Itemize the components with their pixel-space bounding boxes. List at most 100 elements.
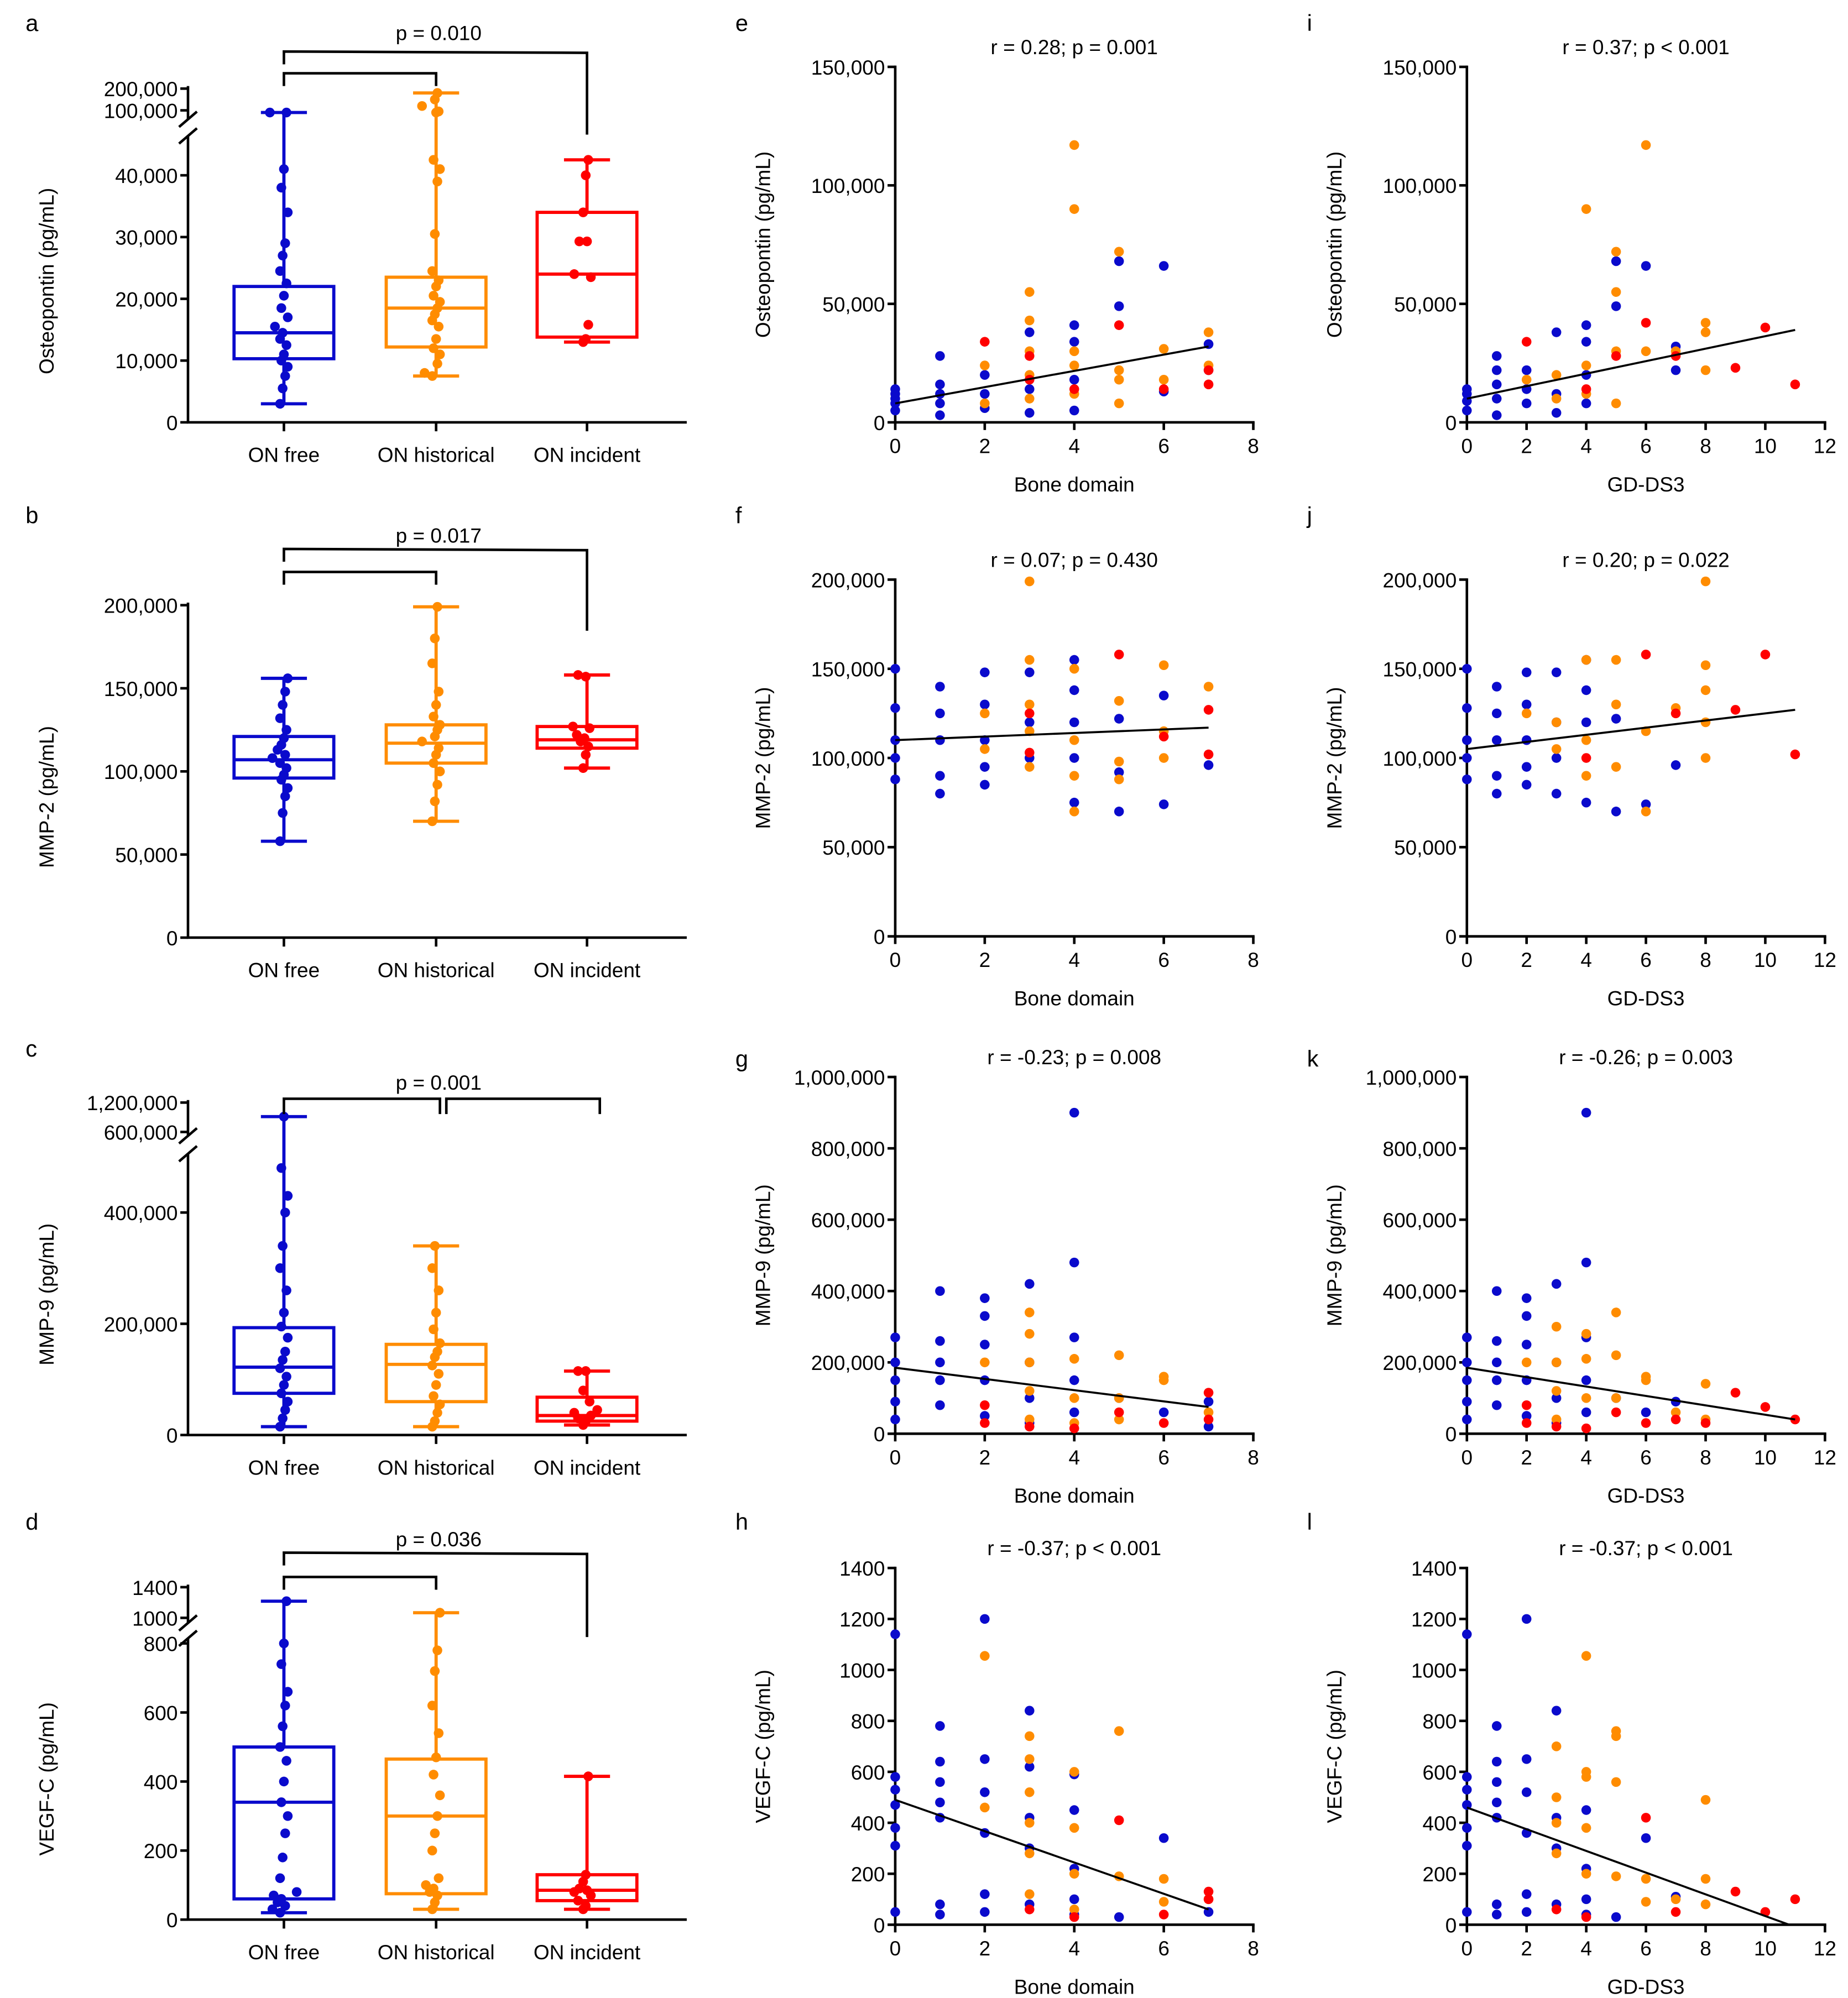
x-tick-label: ON incident	[534, 1456, 641, 1479]
data-point	[283, 312, 293, 322]
y-axis-label: VEGF-C (pg/mL)	[35, 1702, 58, 1856]
data-point	[1114, 1815, 1124, 1826]
data-point	[1551, 1706, 1562, 1716]
data-point	[574, 236, 584, 247]
y-tick-label: 0	[1445, 1914, 1457, 1937]
data-point	[1203, 379, 1214, 390]
data-point	[1069, 1869, 1079, 1879]
data-point	[569, 269, 580, 279]
data-point	[1641, 650, 1651, 660]
data-point	[1491, 682, 1502, 692]
x-tick-label: 8	[1700, 435, 1711, 457]
panel-l: l 0 200 400 600 800 1000 1200 1400 0 2 4 6 8 10 12 GD-DS…	[1307, 1509, 1836, 1998]
series-on-free	[1461, 1614, 1681, 1922]
data-point	[1069, 320, 1079, 330]
data-point	[280, 1405, 290, 1415]
data-point	[1521, 708, 1532, 719]
data-point	[1611, 1912, 1621, 1922]
series-on-historical	[1521, 1307, 1711, 1425]
data-point	[1491, 771, 1502, 781]
x-tick-label: 10	[1754, 1446, 1777, 1469]
data-point	[1069, 405, 1079, 416]
data-point	[1069, 1423, 1079, 1434]
data-point	[432, 1408, 442, 1418]
data-point	[980, 1293, 990, 1303]
data-point	[276, 1659, 286, 1669]
data-point	[1025, 394, 1035, 404]
data-point	[1114, 1414, 1124, 1425]
data-point	[275, 1873, 285, 1884]
data-point	[980, 1754, 990, 1764]
y-tick-label: 50,000	[822, 293, 885, 316]
data-point	[1461, 735, 1472, 745]
data-point	[1551, 1386, 1562, 1396]
data-point	[1521, 699, 1532, 710]
data-point	[1069, 753, 1079, 763]
regression-line	[895, 345, 1209, 405]
data-point	[581, 1366, 591, 1376]
data-point	[1641, 140, 1651, 150]
data-point	[1025, 699, 1035, 710]
data-point	[1581, 1894, 1591, 1905]
data-point	[980, 1411, 990, 1421]
axis-break-mark	[178, 1614, 198, 1632]
data-point	[1641, 346, 1651, 357]
data-point	[1158, 1407, 1169, 1418]
data-point	[1611, 1393, 1621, 1403]
data-point	[584, 723, 594, 733]
data-point	[1521, 1400, 1532, 1410]
data-point	[1158, 1897, 1169, 1907]
data-point	[581, 170, 591, 180]
x-tick-label: ON historical	[378, 1941, 495, 1964]
y-tick-label: 1200	[839, 1608, 885, 1631]
data-point	[1521, 1357, 1532, 1368]
data-point	[1700, 1379, 1711, 1389]
significance-bracket	[283, 50, 588, 135]
y-axis-label: MMP-2 (pg/mL)	[35, 726, 58, 868]
y-tick-label: 200,000	[811, 569, 885, 592]
y-tick-label: 400	[1423, 1812, 1457, 1835]
data-point	[890, 1396, 900, 1407]
data-point	[1551, 753, 1562, 763]
y-tick-label: 50,000	[1394, 293, 1457, 316]
data-point	[279, 1307, 289, 1318]
series-on-incident	[980, 1388, 1214, 1434]
data-point	[1581, 1375, 1591, 1385]
data-point	[935, 788, 945, 799]
data-point	[1158, 344, 1169, 354]
data-point	[980, 1357, 990, 1368]
x-tick-label: 6	[1158, 949, 1170, 971]
data-point	[275, 1363, 285, 1373]
series-on-historical	[980, 140, 1214, 409]
data-point	[980, 337, 990, 347]
x-tick-label: ON historical	[378, 959, 495, 982]
data-point	[1025, 576, 1035, 587]
y-axis-label: MMP-9 (pg/mL)	[1323, 1184, 1346, 1326]
data-point	[275, 1907, 285, 1918]
significance-bracket	[283, 1576, 437, 1590]
data-point	[1670, 365, 1681, 375]
data-point	[1069, 685, 1079, 695]
x-axis-label: GD-DS3	[1607, 987, 1685, 1010]
axis-break-mark	[178, 1145, 198, 1163]
data-point	[280, 1828, 290, 1838]
y-tick-label: 800	[1423, 1711, 1457, 1733]
correlation-label: r = -0.37; p < 0.001	[987, 1537, 1161, 1560]
panel-letter: d	[25, 1509, 38, 1535]
y-tick-label: 200,000	[811, 1352, 885, 1374]
data-point	[935, 1777, 945, 1787]
data-point	[980, 1802, 990, 1813]
data-point	[980, 699, 990, 710]
data-point	[1611, 1407, 1621, 1418]
y-tick-label: 100,000	[104, 100, 178, 122]
data-point	[1581, 1423, 1591, 1434]
x-tick-label: 4	[1580, 435, 1592, 457]
data-point	[1491, 708, 1502, 719]
y-tick-label: 200,000	[1383, 569, 1457, 592]
panel-letter: f	[735, 503, 742, 529]
data-point	[569, 1408, 580, 1418]
data-point	[427, 371, 437, 381]
series-on-incident	[1025, 1815, 1214, 1922]
data-point	[1641, 261, 1651, 271]
regression-line	[1466, 709, 1795, 750]
